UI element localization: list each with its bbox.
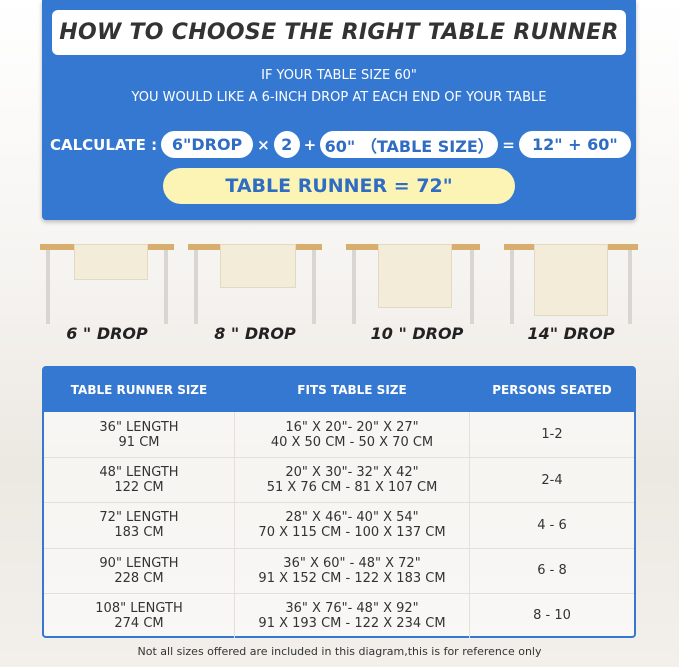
table-illustration-8 bbox=[188, 244, 322, 324]
header-runner-size: TABLE RUNNER SIZE bbox=[70, 383, 208, 397]
runner-size-cell: 48" LENGTH 122 CM bbox=[44, 465, 234, 495]
length-in: 48" LENGTH bbox=[99, 465, 179, 481]
table-row: 90" LENGTH 228 CM 36" X 60" - 48" X 72" 91 … bbox=[44, 547, 634, 593]
fits-size-cell: 36" X 60" - 48" X 72" 91 X 152 CM - 122 X… bbox=[234, 548, 470, 593]
drop-label: 14" DROP bbox=[527, 324, 615, 343]
size-table: TABLE RUNNER SIZE FITS TABLE SIZE PERSON… bbox=[42, 366, 636, 638]
length-cm: 183 CM bbox=[114, 525, 164, 541]
persons-cell: 2-4 bbox=[541, 472, 563, 488]
plus-sign: + bbox=[303, 135, 317, 154]
fit-cm: 70 X 115 CM - 100 X 137 CM bbox=[258, 525, 446, 541]
drop-label: 10 " DROP bbox=[370, 324, 464, 343]
table-row: 72" LENGTH 183 CM 28" X 46"- 40" X 54" 70 X… bbox=[44, 502, 634, 548]
fit-inches: 28" X 46"- 40" X 54" bbox=[285, 510, 419, 526]
fit-inches: 36" X 76"- 48" X 92" bbox=[285, 600, 419, 616]
table-illustration-14 bbox=[504, 244, 638, 324]
two-pill: 2 bbox=[273, 131, 300, 158]
fit-inches: 36" X 60" - 48" X 72" bbox=[283, 555, 421, 571]
times-sign: × bbox=[257, 135, 270, 154]
length-in: 90" LENGTH bbox=[99, 555, 179, 571]
length-cm: 91 CM bbox=[118, 434, 160, 450]
persons-cell: 6 - 8 bbox=[537, 563, 567, 579]
drop-label: 6 " DROP bbox=[66, 324, 148, 343]
table-row: 36" LENGTH 91 CM 16" X 20"- 20" X 27" 40 X … bbox=[44, 412, 634, 458]
fits-size-cell: 20" X 30"- 32" X 42" 51 X 76 CM - 81 X 10… bbox=[234, 458, 470, 503]
example-line-2: YOU WOULD LIKE A 6-INCH DROP AT EACH END… bbox=[131, 90, 547, 105]
table-row: 48" LENGTH 122 CM 20" X 30"- 32" X 42" 51 X… bbox=[44, 457, 634, 503]
runner-result: TABLE RUNNER = 72" bbox=[163, 168, 515, 204]
fit-inches: 16" X 20"- 20" X 27" bbox=[285, 419, 419, 435]
fit-inches: 20" X 30"- 32" X 42" bbox=[285, 465, 419, 481]
length-in: 108" LENGTH bbox=[95, 600, 183, 616]
result-pill: 12" + 60" bbox=[518, 131, 631, 158]
calculation-row: CALCULATE : 6"DROP × 2 + 60" （TABLE SIZE… bbox=[50, 131, 631, 158]
table-illustration-10 bbox=[346, 244, 480, 324]
header-persons: PERSONS SEATED bbox=[492, 383, 612, 397]
calculation-panel: HOW TO CHOOSE THE RIGHT TABLE RUNNER IF … bbox=[42, 0, 636, 220]
table-header: TABLE RUNNER SIZE FITS TABLE SIZE PERSON… bbox=[44, 368, 634, 412]
fit-cm: 40 X 50 CM - 50 X 70 CM bbox=[270, 434, 434, 450]
length-in: 36" LENGTH bbox=[99, 419, 179, 435]
length-in: 72" LENGTH bbox=[99, 510, 179, 526]
table-row: 108" LENGTH 274 CM 36" X 76"- 48" X 92" 91 … bbox=[44, 592, 634, 638]
fits-size-cell: 28" X 46"- 40" X 54" 70 X 115 CM - 100 X … bbox=[234, 503, 470, 548]
fit-cm: 91 X 152 CM - 122 X 183 CM bbox=[258, 570, 446, 586]
length-cm: 228 CM bbox=[114, 570, 164, 586]
fits-size-cell: 36" X 76"- 48" X 92" 91 X 193 CM - 122 X … bbox=[234, 593, 470, 638]
example-line-1: IF YOUR TABLE SIZE 60" bbox=[261, 68, 417, 83]
drop-label: 8 " DROP bbox=[214, 324, 296, 343]
calc-label: CALCULATE : bbox=[50, 135, 158, 154]
drop-pill: 6"DROP bbox=[161, 131, 254, 158]
persons-cell: 4 - 6 bbox=[537, 517, 567, 533]
length-cm: 274 CM bbox=[114, 615, 164, 631]
table-illustration-6 bbox=[40, 244, 174, 324]
header-fits-size: FITS TABLE SIZE bbox=[297, 383, 407, 397]
runner-size-cell: 90" LENGTH 228 CM bbox=[44, 556, 234, 586]
persons-cell: 1-2 bbox=[541, 427, 563, 443]
fits-size-cell: 16" X 20"- 20" X 27" 40 X 50 CM - 50 X 70… bbox=[234, 412, 470, 458]
footnote: Not all sizes offered are included in th… bbox=[137, 645, 542, 658]
equals-sign: = bbox=[502, 135, 515, 154]
persons-cell: 8 - 10 bbox=[533, 608, 571, 624]
runner-size-cell: 36" LENGTH 91 CM bbox=[44, 420, 234, 450]
length-cm: 122 CM bbox=[114, 480, 164, 496]
runner-size-cell: 72" LENGTH 183 CM bbox=[44, 510, 234, 540]
table-size-pill: 60" （TABLE SIZE） bbox=[320, 131, 499, 158]
runner-size-cell: 108" LENGTH 274 CM bbox=[44, 601, 234, 631]
page-title: HOW TO CHOOSE THE RIGHT TABLE RUNNER bbox=[52, 10, 626, 55]
fit-cm: 91 X 193 CM - 122 X 234 CM bbox=[258, 615, 446, 631]
fit-cm: 51 X 76 CM - 81 X 107 CM bbox=[266, 480, 438, 496]
